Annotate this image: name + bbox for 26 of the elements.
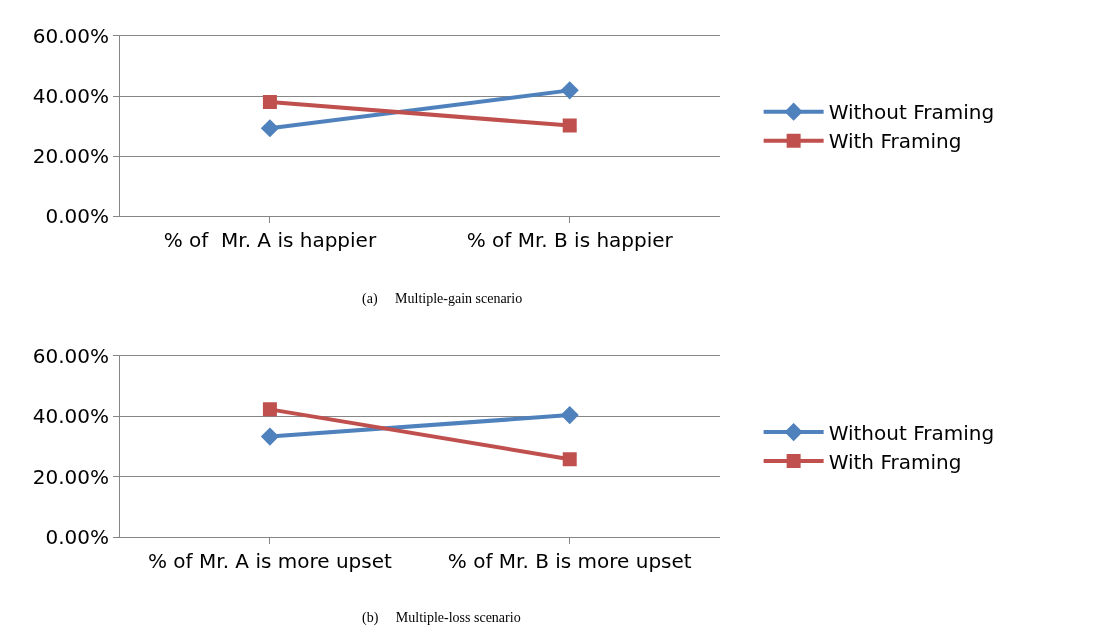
y-tick-label: 0.00% [45,525,109,550]
point [260,119,280,138]
legend-label: Without Framing [828,100,995,125]
x-tick-label: % of Mr. B is happier [466,228,674,253]
y-tick-label: 20.00% [32,144,109,169]
x-tick-label: % of Mr. A is happier [163,228,377,253]
point [560,81,579,100]
point [262,402,277,417]
point [260,427,280,446]
point [560,406,579,425]
text: (a) Multiple-gain scenario [362,291,523,307]
legend-label: With Framing [828,449,962,474]
point [562,452,577,467]
y-tick-label: 60.00% [32,343,109,368]
legend-label: With Framing [828,129,962,154]
y-tick-label: 60.00% [32,23,109,48]
y-tick-label: 20.00% [32,464,109,489]
y-tick-label: 0.00% [45,204,109,229]
y-tick-label: 40.00% [32,404,109,429]
y-tick-label: 40.00% [32,84,109,109]
text: (b) Multiple-loss scenario [362,610,521,626]
x-tick-label: % of Mr. A is more upset [148,549,392,574]
point [262,95,277,110]
point [562,118,577,133]
x-tick-label: % of Mr. B is more upset [447,549,692,574]
legend-label: Without Framing [828,420,995,445]
